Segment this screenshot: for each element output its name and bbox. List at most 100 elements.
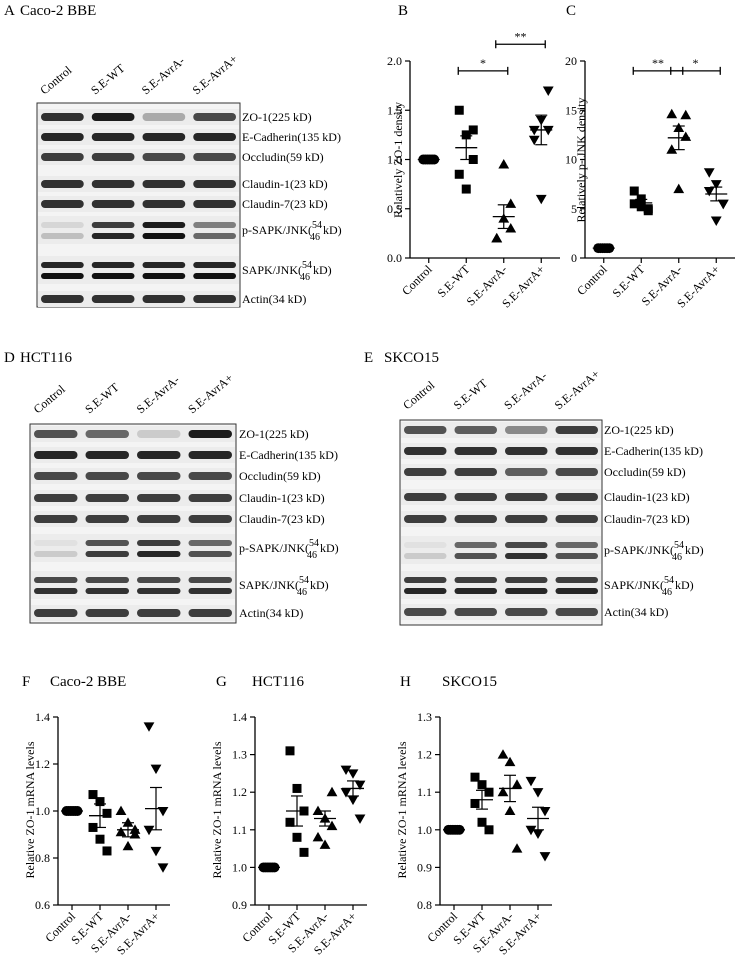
blot-band — [85, 494, 129, 502]
y-tick-label: 1.0 — [417, 823, 432, 837]
blot-band — [142, 233, 186, 239]
data-point — [461, 130, 471, 140]
panel-title-e: SKCO15 — [384, 350, 439, 366]
blot-strip — [401, 511, 601, 527]
blot-band — [142, 113, 186, 121]
chart-pjnk-density: 0 5 10 15 20 Relatively p- JNK density Control… — [565, 54, 735, 310]
sig-label: ** — [652, 56, 664, 70]
data-point — [680, 131, 692, 141]
panel-letter-h: H — [400, 674, 411, 690]
data-point — [115, 826, 127, 837]
blot-row-label: Claudin-7(23 kD) — [242, 197, 328, 211]
panel-title-d: HCT116 — [20, 350, 72, 366]
blot-band — [454, 468, 497, 476]
blot-band — [555, 426, 598, 434]
data-point — [643, 204, 653, 214]
data-point — [511, 779, 523, 789]
lane-label: S.E-WT — [451, 376, 491, 413]
blot-label-sup: 54 — [309, 538, 319, 549]
blot-band — [142, 262, 186, 268]
blot-strip — [38, 196, 239, 212]
data-point — [484, 787, 494, 797]
data-point — [666, 108, 678, 119]
blot-label-suffix: kD) — [310, 578, 329, 592]
blot-band — [404, 468, 447, 476]
blot-band — [142, 295, 186, 303]
blot-strip — [401, 422, 601, 438]
data-point — [666, 144, 678, 154]
blot-row-label: Claudin-1(23 kD) — [242, 177, 328, 191]
blot-row-label: E-Cadherin(135 kD) — [239, 448, 338, 462]
panel-letter-g: G — [216, 674, 227, 690]
data-point — [491, 232, 503, 243]
blot-strip — [38, 149, 239, 165]
data-point — [122, 840, 134, 851]
blot-band — [137, 577, 181, 583]
y-tick-label: 1.1 — [417, 785, 432, 799]
lane-label: S.E-AvrA- — [134, 373, 182, 417]
blot-band — [193, 295, 236, 303]
blot-label-sub: 46 — [662, 587, 672, 598]
blot-band — [188, 577, 232, 583]
data-point — [505, 198, 517, 208]
blot-band — [41, 262, 84, 268]
blot-row-label: Occludin(59 kD) — [604, 465, 686, 479]
data-point — [312, 831, 324, 842]
blot-band — [91, 295, 135, 303]
data-point — [477, 817, 487, 827]
blot-band — [85, 577, 129, 583]
blot-strip — [38, 129, 239, 145]
blot-strip — [38, 256, 239, 284]
panel-letter-d: D — [4, 350, 15, 366]
blot-band — [34, 451, 78, 459]
y-tick-label: 1.0 — [232, 860, 247, 874]
blot-band — [555, 493, 598, 501]
blot-label-suffix: kD) — [313, 263, 332, 277]
blot-band — [555, 588, 598, 594]
data-point — [468, 155, 478, 164]
blot-band — [91, 200, 135, 208]
data-point — [673, 183, 685, 194]
blot-label-sub: 46 — [310, 232, 320, 243]
data-point — [710, 216, 722, 226]
data-point — [629, 199, 639, 209]
y-tick-label: 0.9 — [232, 898, 247, 912]
data-point — [710, 180, 722, 190]
blot-band — [555, 542, 598, 548]
blot-band — [142, 153, 186, 161]
blot-band — [505, 493, 548, 501]
y-tick-label: 15 — [565, 103, 577, 117]
blot-band — [137, 551, 181, 557]
blot-band — [404, 493, 447, 501]
blot-band — [193, 180, 236, 188]
blot-band — [91, 180, 135, 188]
blot-band — [41, 200, 84, 208]
blot-label-sup: 54 — [674, 540, 684, 551]
blot-label-suffix: kD) — [675, 578, 694, 592]
blot-band — [505, 426, 548, 434]
panel-letter-c: C — [566, 3, 576, 19]
y-tick-label: 0.6 — [35, 898, 50, 912]
data-point — [680, 109, 692, 120]
blot-band — [34, 430, 78, 438]
blot-label-suffix: kD) — [320, 541, 339, 555]
blot-band — [505, 447, 548, 455]
blot-label-main: SAPK/JNK( — [604, 578, 664, 592]
data-point — [497, 786, 509, 797]
blot-band — [142, 200, 186, 208]
blot-row-label: ZO-1(225 kD) — [242, 110, 312, 124]
data-point — [326, 820, 338, 831]
panel-title-a: Caco-2 BBE — [20, 3, 96, 19]
blot-band — [404, 542, 447, 548]
blot-band — [555, 447, 598, 455]
blot-band — [85, 540, 129, 546]
blot-band — [505, 515, 548, 523]
data-point — [292, 832, 302, 842]
panel-letter-e: E — [364, 350, 373, 366]
data-point — [532, 788, 544, 798]
blot-strip — [31, 571, 235, 599]
blot-label-suffix: kD) — [323, 223, 342, 237]
panel-title-g: HCT116 — [252, 674, 304, 690]
blot-band — [34, 609, 78, 617]
